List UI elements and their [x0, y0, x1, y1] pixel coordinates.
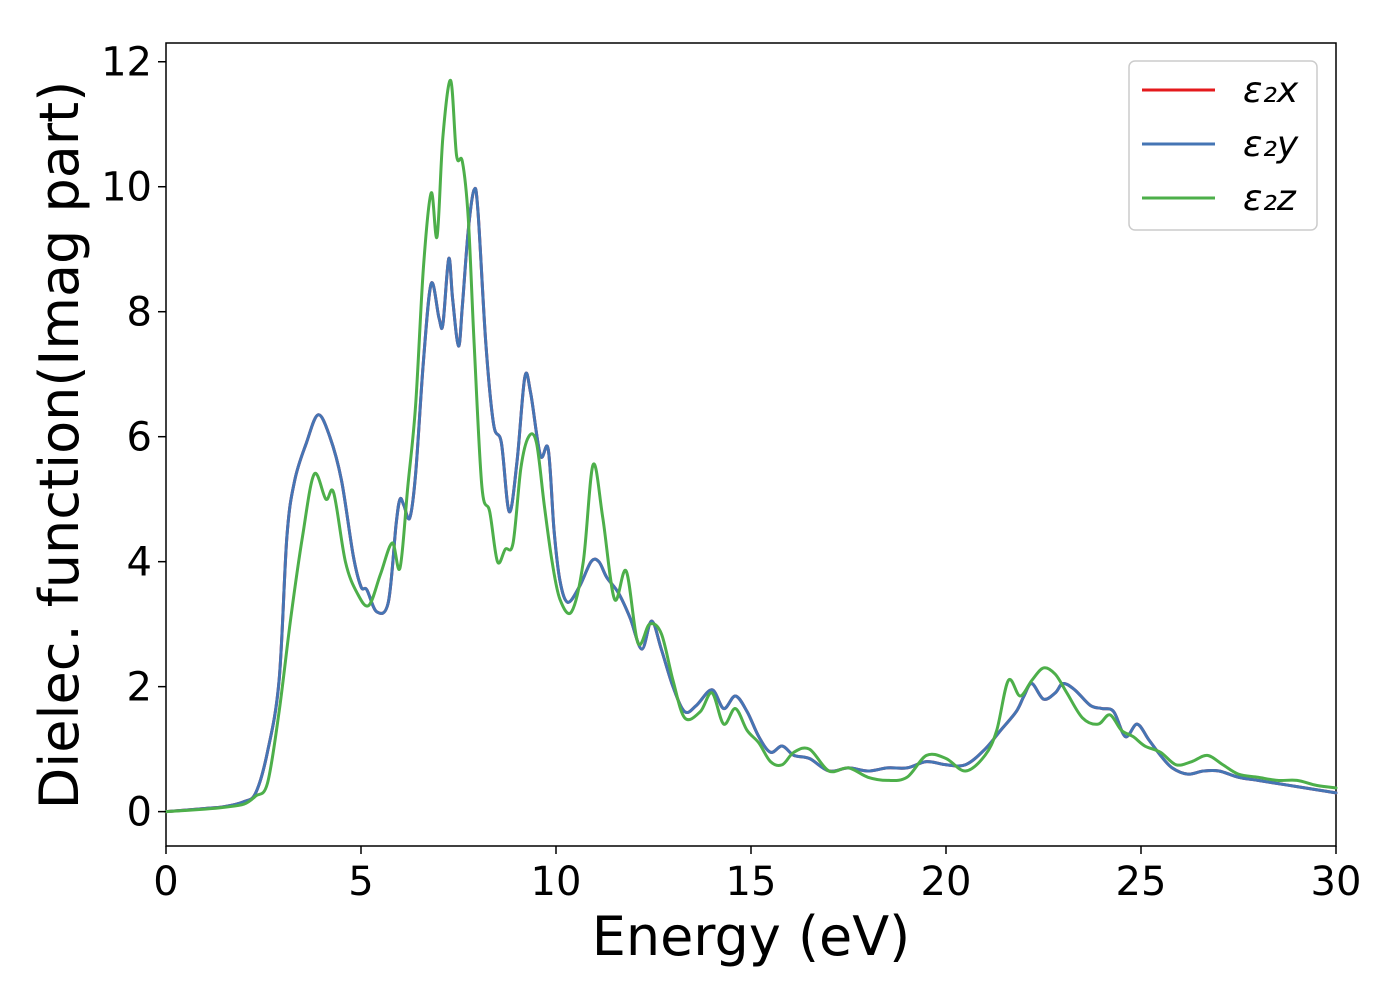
- x-axis-label: Energy (eV): [592, 905, 911, 968]
- legend-label-eps2-y: ε₂y: [1243, 124, 1299, 165]
- legend-box: [1128, 60, 1318, 231]
- y-tick-label: 10: [101, 165, 152, 211]
- legend-label-eps2-z: ε₂z: [1243, 178, 1297, 219]
- series-line-eps2-z: [164, 78, 1338, 814]
- y-axis-label: Dielec. function(Imag part): [28, 81, 91, 810]
- y-tick-label: 4: [127, 540, 152, 586]
- legend-label-eps2-x: ε₂x: [1243, 70, 1299, 111]
- x-tick-label: 15: [726, 859, 777, 905]
- x-tick-label: 10: [531, 859, 582, 905]
- x-tick-label: 30: [1311, 859, 1362, 905]
- legend: ε₂x ε₂y ε₂z: [1128, 60, 1318, 231]
- y-tick-label: 2: [127, 665, 152, 711]
- x-tick-label: 20: [921, 859, 972, 905]
- x-tick-label: 25: [1116, 859, 1167, 905]
- y-axis-ticks: 0 2 4 6 8 10 12: [101, 40, 166, 836]
- series-line-eps2-y: [164, 186, 1338, 814]
- x-tick-label: 5: [348, 859, 373, 905]
- y-tick-label: 12: [101, 40, 152, 86]
- y-tick-label: 0: [127, 790, 152, 836]
- x-axis-ticks: 0 5 10 15 20 25 30: [153, 846, 1361, 905]
- x-tick-label: 0: [153, 859, 178, 905]
- series-layer: [164, 78, 1338, 814]
- y-tick-label: 8: [127, 290, 152, 336]
- y-tick-label: 6: [127, 415, 152, 461]
